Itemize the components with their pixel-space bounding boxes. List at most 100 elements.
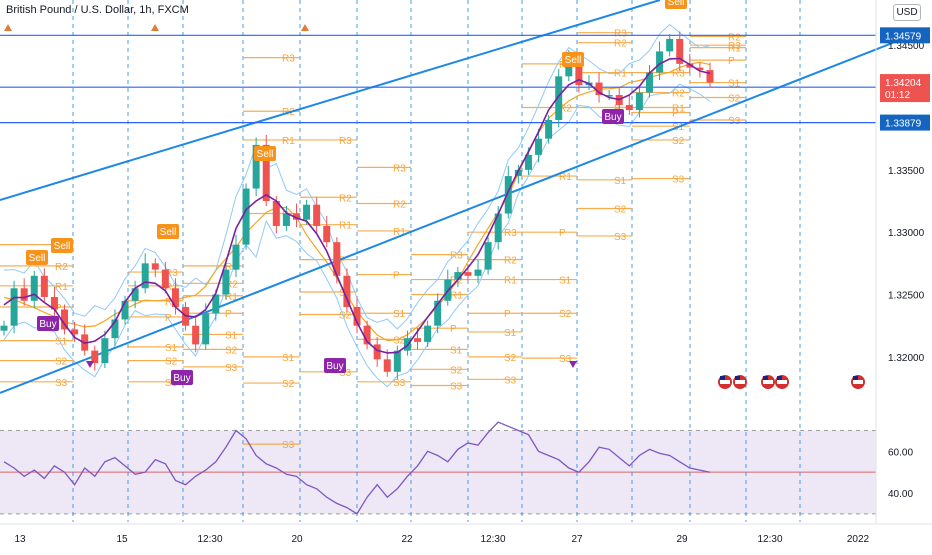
- candle-body: [454, 272, 462, 280]
- candle-body: [686, 63, 694, 68]
- candle-body: [20, 288, 28, 301]
- pivot-label: S3: [614, 232, 627, 243]
- pivot-label: R2: [393, 200, 406, 211]
- price-line-label: 1.34579: [885, 31, 922, 42]
- candle-body: [202, 313, 210, 345]
- price-tick-label: 1.32500: [888, 291, 925, 302]
- pivot-label: P: [504, 309, 511, 320]
- flag-icon: [851, 375, 865, 389]
- pivot-label: R3: [165, 268, 178, 279]
- time-tick-label: 12:30: [757, 534, 782, 545]
- pivot-label: S3: [225, 363, 238, 374]
- candle-body: [71, 329, 79, 335]
- pivot-label: S2: [165, 357, 178, 368]
- buy-signal: Buy: [37, 316, 59, 331]
- pivot-label: R2: [672, 89, 685, 100]
- current-price-label: 1.34204: [885, 78, 922, 89]
- pivot-label: S3: [559, 354, 572, 365]
- pivot-label: S2: [282, 379, 295, 390]
- pivot-label: S2: [672, 136, 685, 147]
- pivot-label: R2: [559, 104, 572, 115]
- pivot-label: S1: [165, 343, 178, 354]
- candle-body: [414, 338, 422, 342]
- pivot-label: R2: [728, 32, 741, 43]
- signal-label: Sell: [29, 253, 46, 264]
- flag-icon: [775, 375, 789, 389]
- candle-body: [111, 319, 119, 339]
- buy-signal: Buy: [602, 109, 624, 124]
- signal-label: Buy: [173, 373, 190, 384]
- candle-body: [30, 275, 38, 301]
- candle-body: [635, 92, 643, 110]
- pivot-levels: R3R2R1PS1S2S3R3R2R1PS1S2S3R3R2R1PS1S2S3R…: [0, 29, 746, 451]
- rsi-tick-label: 40.00: [888, 489, 913, 500]
- candle-body: [252, 144, 260, 189]
- marker-down: [569, 361, 577, 368]
- channel-upper-line: [0, 0, 661, 201]
- pivot-label: R3: [225, 262, 238, 273]
- pivot-label: P: [728, 56, 735, 67]
- pivot-label: P: [339, 256, 346, 267]
- pivot-label: S1: [614, 176, 627, 187]
- pivot-label: R1: [614, 69, 627, 80]
- candle-body: [192, 325, 200, 345]
- pivot-label: S2: [614, 204, 627, 215]
- pivot-label: S3: [339, 368, 352, 379]
- pivot-label: S2: [504, 353, 517, 364]
- candle-body: [323, 225, 331, 243]
- pivot-label: R1: [728, 44, 741, 55]
- pivot-label: S2: [225, 345, 238, 356]
- candle-body: [101, 338, 109, 364]
- pivot-label: R1: [450, 291, 463, 302]
- currency-badge[interactable]: USD: [893, 4, 921, 21]
- pivot-label: S1: [728, 79, 741, 90]
- pivot-label: S1: [393, 309, 406, 320]
- channel-lower-line: [0, 39, 901, 394]
- flag-stripe: [763, 380, 773, 384]
- flag-canton: [763, 376, 768, 380]
- pivot-label: P: [225, 309, 232, 320]
- signal-label: Sell: [160, 227, 177, 238]
- flag-canton: [777, 376, 782, 380]
- candle-body: [292, 213, 300, 220]
- pivot-label: R2: [225, 279, 238, 290]
- signal-box: [254, 146, 276, 161]
- candle-body: [575, 60, 583, 86]
- pivot-label: R3: [282, 54, 295, 65]
- pivot-label: S3: [672, 175, 685, 186]
- pivot-label: R1: [559, 172, 572, 183]
- signal-box: [602, 109, 624, 124]
- flag-canton: [720, 376, 725, 380]
- candle-body: [212, 294, 220, 314]
- pivot-label: R3: [450, 251, 463, 262]
- flag-stripe: [720, 380, 730, 384]
- pivot-label: R1: [55, 282, 68, 293]
- symbol-title: British Pound / U.S. Dollar, 1h, FXCM: [6, 4, 189, 16]
- marker-down: [86, 361, 94, 368]
- candle-body: [645, 72, 653, 93]
- signal-box: [26, 250, 48, 265]
- pivot-label: R2: [55, 262, 68, 273]
- candle-body: [303, 204, 311, 220]
- candle-body: [171, 288, 179, 307]
- signal-label: Buy: [604, 112, 621, 123]
- pivot-label: S3: [55, 378, 68, 389]
- pivot-label: S1: [282, 353, 295, 364]
- candle-body: [61, 309, 69, 330]
- candle-body: [282, 213, 290, 226]
- pivot-label: P: [559, 228, 566, 239]
- pivot-label: S3: [504, 375, 517, 386]
- price-line-label-bg: [880, 114, 930, 131]
- pivot-label: R2: [504, 256, 517, 267]
- time-tick-label: 20: [291, 534, 303, 545]
- price-axis: 1.34500 1.33500 1.33000 1.32500 1.32000 60.00…: [880, 27, 930, 500]
- flag-icon: [733, 375, 747, 389]
- pivot-label: S1: [504, 328, 517, 339]
- candle-body: [605, 95, 613, 97]
- signal-box: [51, 238, 73, 253]
- candle-body: [535, 138, 543, 155]
- time-tick-label: 27: [571, 534, 583, 545]
- sell-signal: Sell: [157, 224, 179, 239]
